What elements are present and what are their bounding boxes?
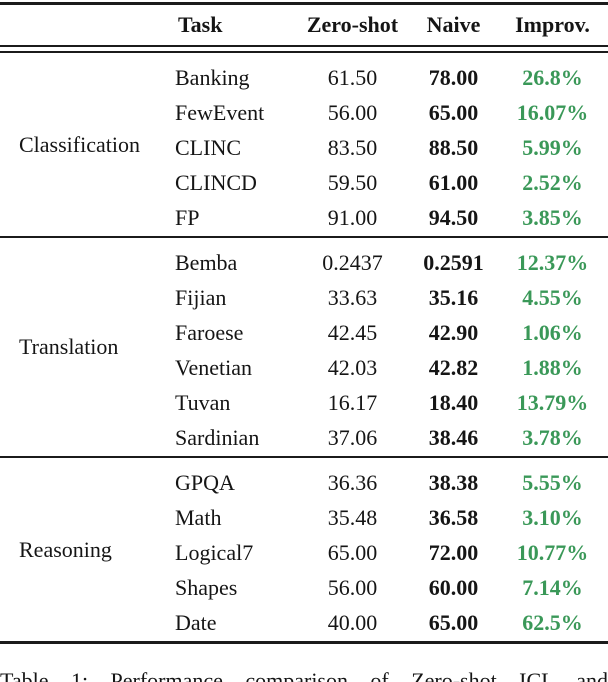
zero-shot-cell: 35.48 [327, 504, 378, 530]
naive-cell: 36.58 [428, 504, 479, 530]
task-cell: Logical7 [175, 539, 254, 565]
task-cell: Faroese [175, 319, 244, 345]
naive-cell: 38.38 [428, 469, 479, 495]
improv-cell: 5.99% [522, 134, 583, 160]
table-row: Bemba 0.2437 0.2591 12.37% [0, 245, 608, 280]
task-cell: Shapes [175, 574, 238, 600]
table-row: Date 40.00 65.00 62.5% [0, 605, 608, 640]
naive-cell: 72.00 [428, 539, 479, 565]
zero-shot-cell: 16.17 [327, 389, 378, 415]
task-cell: CLINC [175, 134, 241, 160]
group-label-reasoning: Reasoning [19, 536, 112, 562]
improv-cell: 10.77% [516, 539, 589, 565]
task-cell: FP [175, 204, 200, 230]
improv-cell: 4.55% [522, 284, 583, 310]
table-row: Sardinian 37.06 38.46 3.78% [0, 420, 608, 455]
improv-cell: 1.06% [522, 319, 583, 345]
header-double-rule [0, 45, 608, 53]
improv-cell: 16.07% [516, 99, 589, 125]
zero-shot-cell: 83.50 [327, 134, 378, 160]
task-cell: Banking [175, 64, 250, 90]
table-top-rule [0, 2, 608, 5]
naive-cell: 65.00 [428, 99, 479, 125]
zero-shot-cell: 36.36 [327, 469, 378, 495]
group-label-translation: Translation [19, 334, 119, 359]
naive-cell: 60.00 [428, 574, 479, 600]
zero-shot-cell: 59.50 [327, 169, 378, 195]
improv-cell: 62.5% [522, 609, 583, 635]
naive-cell: 42.90 [428, 319, 479, 345]
zero-shot-cell: 56.00 [327, 574, 378, 600]
naive-cell: 88.50 [428, 134, 479, 160]
task-cell: Bemba [175, 249, 238, 275]
task-cell: Math [175, 504, 222, 530]
naive-cell: 61.00 [428, 169, 479, 195]
improv-cell: 1.88% [522, 354, 583, 380]
task-cell: FewEvent [175, 99, 265, 125]
table-row: FewEvent 56.00 65.00 16.07% [0, 95, 608, 130]
table-row: Tuvan 16.17 18.40 13.79% [0, 385, 608, 420]
improv-cell: 3.10% [522, 504, 583, 530]
table-bottom-rule [0, 641, 608, 644]
improv-cell: 13.79% [516, 389, 589, 415]
naive-cell: 35.16 [428, 284, 479, 310]
task-cell: Sardinian [175, 424, 260, 450]
naive-cell: 65.00 [428, 609, 479, 635]
task-cell: Fijian [175, 284, 227, 310]
zero-shot-cell: 56.00 [327, 99, 378, 125]
section-classification: Classification Banking 61.50 78.00 26.8%… [0, 53, 608, 236]
zero-shot-cell: 33.63 [327, 284, 378, 310]
naive-cell: 42.82 [428, 354, 479, 380]
zero-shot-cell: 91.00 [327, 204, 378, 230]
section-divider-rule [0, 456, 608, 458]
table-row: FP 91.00 94.50 3.85% [0, 200, 608, 235]
naive-cell: 38.46 [428, 424, 479, 450]
zero-shot-cell: 61.50 [327, 64, 378, 90]
section-divider-rule [0, 236, 608, 238]
table-row: Shapes 56.00 60.00 7.14% [0, 570, 608, 605]
column-header-task: Task [178, 12, 223, 37]
column-header-zero-shot: Zero-shot [306, 12, 399, 37]
table-row: Venetian 42.03 42.82 1.88% [0, 350, 608, 385]
improv-cell: 3.78% [522, 424, 583, 450]
zero-shot-cell: 0.2437 [322, 249, 383, 275]
improv-cell: 7.14% [522, 574, 583, 600]
naive-cell: 0.2591 [423, 249, 484, 275]
table-row: Faroese 42.45 42.90 1.06% [0, 315, 608, 350]
table-row: CLINCD 59.50 61.00 2.52% [0, 165, 608, 200]
zero-shot-cell: 37.06 [327, 424, 378, 450]
task-cell: Tuvan [175, 389, 231, 415]
group-label-classification: Classification [19, 131, 140, 157]
table-row: Banking 61.50 78.00 26.8% [0, 60, 608, 95]
improv-cell: 3.85% [522, 204, 583, 230]
improv-cell: 5.55% [522, 469, 583, 495]
table-header-row: Task Zero-shot Naive Improv. [0, 5, 608, 45]
section-translation: Translation Bemba 0.2437 0.2591 12.37% F… [0, 238, 608, 456]
column-header-improv: Improv. [515, 12, 590, 37]
task-cell: Venetian [175, 354, 252, 380]
naive-cell: 94.50 [428, 204, 479, 230]
table-caption: Table 1: Performance comparison of Zero-… [0, 668, 608, 682]
section-reasoning: Reasoning GPQA 36.36 38.38 5.55% Math 35… [0, 458, 608, 641]
zero-shot-cell: 42.45 [327, 319, 378, 345]
improv-cell: 26.8% [522, 64, 583, 90]
table-row: CLINC 83.50 88.50 5.99% [0, 130, 608, 165]
table-row: Logical7 65.00 72.00 10.77% [0, 535, 608, 570]
zero-shot-cell: 40.00 [327, 609, 378, 635]
task-cell: GPQA [175, 469, 235, 495]
table-row: GPQA 36.36 38.38 5.55% [0, 465, 608, 500]
zero-shot-cell: 65.00 [327, 539, 378, 565]
zero-shot-cell: 42.03 [327, 354, 378, 380]
improv-cell: 2.52% [522, 169, 583, 195]
naive-cell: 78.00 [428, 64, 479, 90]
table-row: Fijian 33.63 35.16 4.55% [0, 280, 608, 315]
task-cell: Date [175, 609, 217, 635]
improv-cell: 12.37% [516, 249, 589, 275]
column-header-naive: Naive [426, 12, 481, 37]
task-cell: CLINCD [175, 169, 257, 195]
naive-cell: 18.40 [428, 389, 479, 415]
table-row: Math 35.48 36.58 3.10% [0, 500, 608, 535]
